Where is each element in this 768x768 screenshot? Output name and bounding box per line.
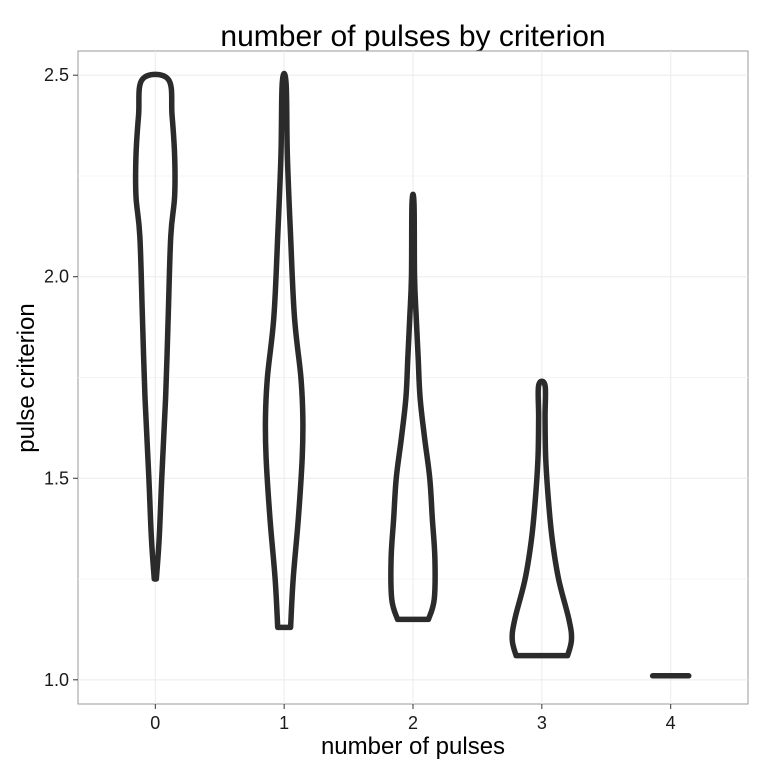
- x-tick-label: 4: [666, 713, 676, 733]
- grid-lines: [78, 51, 748, 704]
- x-tick-label: 0: [150, 713, 160, 733]
- violin-3: [509, 378, 575, 659]
- y-tick-label: 2.0: [44, 267, 69, 287]
- x-axis-title: number of pulses: [321, 733, 505, 760]
- y-tick-label: 2.5: [44, 65, 69, 85]
- y-axis-title: pulse criterion: [13, 303, 40, 452]
- violin-1: [262, 70, 306, 631]
- violin-0: [132, 71, 178, 582]
- x-tick-label: 3: [537, 713, 547, 733]
- y-tick-label: 1.5: [44, 468, 69, 488]
- x-axis-ticks: 0 1 2 3 4: [150, 704, 676, 733]
- violins: [132, 70, 692, 679]
- chart-title: number of pulses by criterion: [220, 20, 605, 53]
- x-tick-label: 2: [408, 713, 418, 733]
- violin-2: [388, 191, 438, 623]
- y-axis-ticks: 1.0 1.5 2.0 2.5: [44, 65, 78, 690]
- y-tick-label: 1.0: [44, 670, 69, 690]
- x-tick-label: 1: [279, 713, 289, 733]
